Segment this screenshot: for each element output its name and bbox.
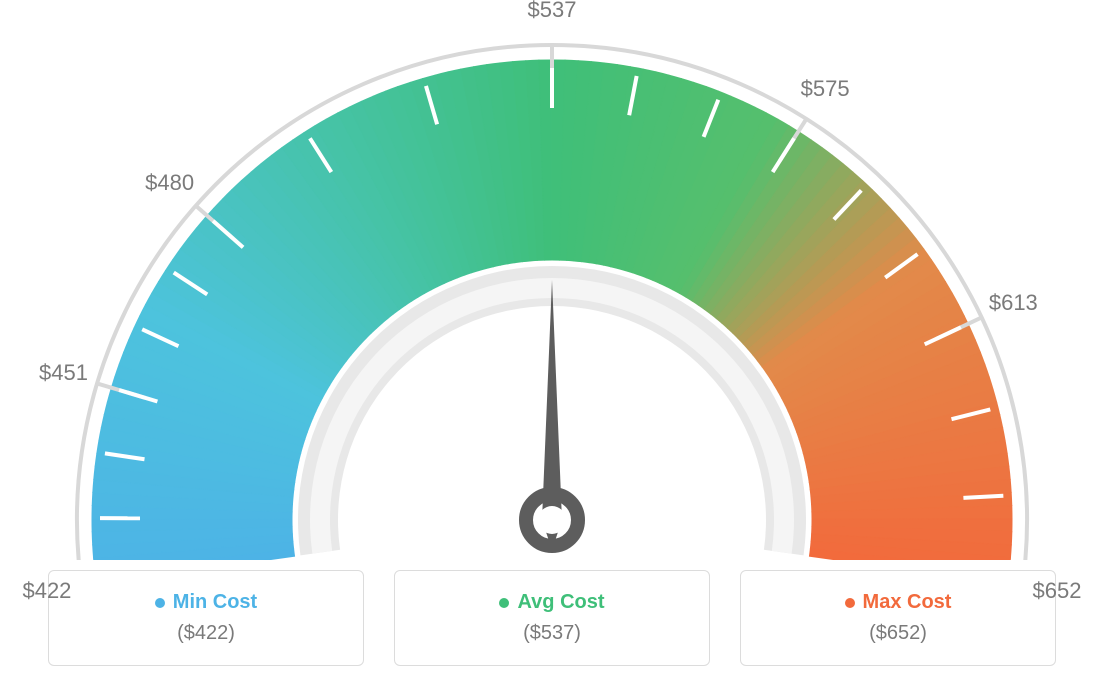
legend-dot-avg bbox=[499, 598, 509, 608]
legend-card-avg: Avg Cost ($537) bbox=[394, 570, 710, 666]
legend-row: Min Cost ($422) Avg Cost ($537) Max Cost… bbox=[0, 570, 1104, 666]
legend-title-avg: Avg Cost bbox=[517, 591, 604, 614]
legend-card-min: Min Cost ($422) bbox=[48, 570, 364, 666]
legend-title-row: Min Cost bbox=[155, 591, 257, 614]
gauge-scale-label: $451 bbox=[39, 360, 88, 386]
legend-card-max: Max Cost ($652) bbox=[740, 570, 1056, 666]
gauge-needle-hub-inner bbox=[538, 506, 566, 534]
legend-title-row: Avg Cost bbox=[499, 591, 604, 614]
gauge-scale-label: $652 bbox=[1033, 578, 1082, 604]
gauge-chart: $422$451$480$537$575$613$652 bbox=[0, 0, 1104, 560]
legend-value-avg: ($537) bbox=[523, 622, 581, 645]
legend-dot-min bbox=[155, 598, 165, 608]
gauge-scale-label: $575 bbox=[801, 76, 850, 102]
legend-value-min: ($422) bbox=[177, 622, 235, 645]
gauge-svg bbox=[0, 0, 1104, 560]
gauge-scale-label: $480 bbox=[145, 170, 194, 196]
gauge-scale-label: $422 bbox=[22, 578, 71, 604]
gauge-scale-label: $613 bbox=[989, 290, 1038, 316]
legend-dot-max bbox=[845, 598, 855, 608]
legend-value-max: ($652) bbox=[869, 622, 927, 645]
legend-title-max: Max Cost bbox=[863, 591, 952, 614]
legend-title-min: Min Cost bbox=[173, 591, 257, 614]
legend-title-row: Max Cost bbox=[845, 591, 952, 614]
gauge-scale-label: $537 bbox=[528, 0, 577, 23]
